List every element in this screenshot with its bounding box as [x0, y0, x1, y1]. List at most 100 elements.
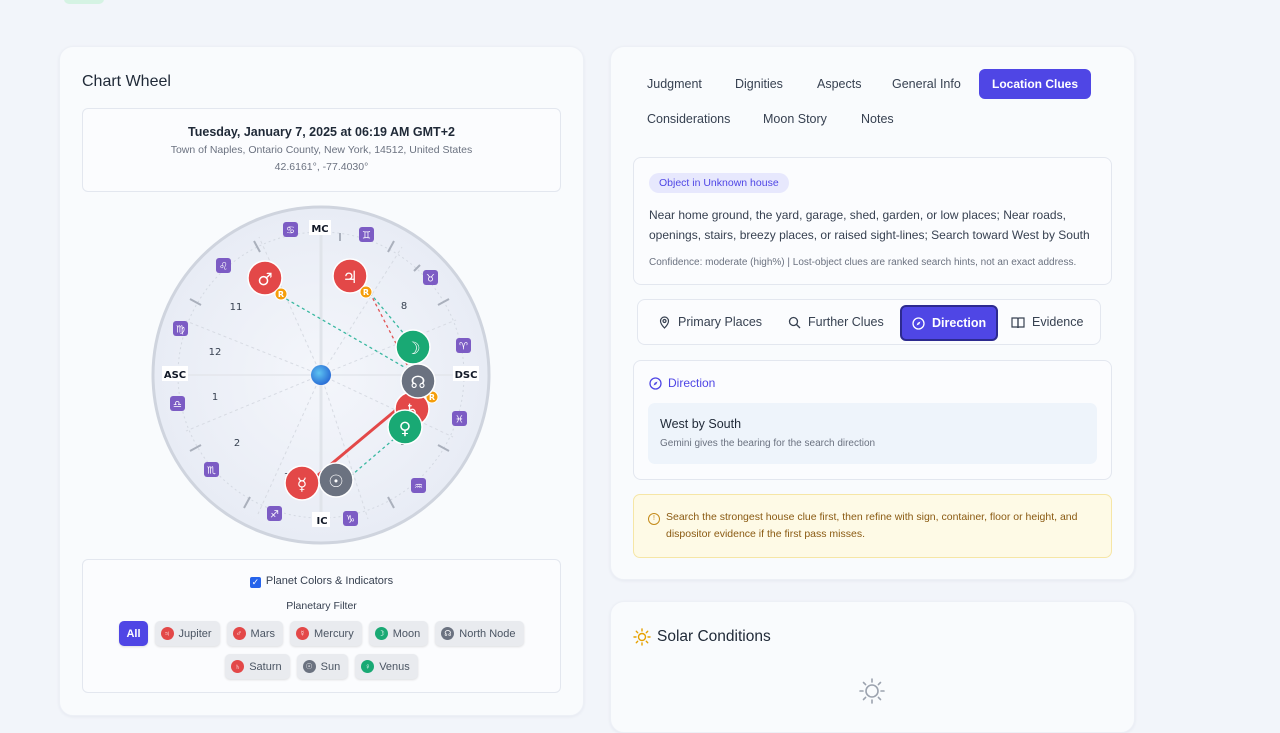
chip-label: Jupiter [178, 627, 212, 640]
svg-text:☉: ☉ [328, 472, 343, 492]
tab-notes[interactable]: Notes [861, 112, 894, 126]
tab-dignities[interactable]: Dignities [735, 77, 783, 91]
info-icon: ! [648, 513, 660, 525]
solar-title: Solar Conditions [657, 628, 771, 645]
chip-label: Sun [320, 660, 341, 673]
svg-text:♌: ♌ [219, 262, 228, 273]
retrograde-badge: R [363, 288, 369, 297]
moon-icon: ☽ [374, 627, 388, 640]
jupiter-icon: ♃ [160, 627, 174, 640]
direction-heading-label: Direction [668, 376, 716, 390]
mercury-icon: ☿ [296, 627, 309, 640]
filter-chip-sun[interactable]: ☉ Sun [296, 654, 349, 679]
filter-chip-all[interactable]: All [119, 621, 148, 646]
tab-considerations[interactable]: Considerations [647, 112, 731, 126]
chart-info-box: Tuesday, January 7, 2025 at 06:19 AM GMT… [82, 108, 561, 192]
planet-jupiter-icon[interactable]: ♃ R [332, 258, 373, 299]
chip-label: Saturn [249, 660, 282, 673]
retrograde-badge: R [429, 393, 435, 402]
subtab-label: Primary Places [678, 315, 763, 329]
filter-chip-mars[interactable]: ♂ Mars [226, 621, 283, 646]
svg-text:♎: ♎ [173, 400, 182, 411]
filter-title: Planetary Filter [286, 600, 357, 612]
tab-aspects[interactable]: Aspects [817, 77, 862, 91]
direction-result: West by South Gemini gives the bearing f… [648, 403, 1097, 464]
filter-chip-saturn[interactable]: ♄ Saturn [225, 654, 290, 679]
filter-chip-jupiter[interactable]: ♃ Jupiter [154, 621, 220, 646]
solar-conditions-card: Solar Conditions [610, 601, 1135, 733]
mc-label: MC [311, 224, 328, 235]
filter-chip-moon[interactable]: ☽ Moon [368, 621, 429, 646]
planet-sun-icon[interactable]: ☉ [318, 462, 354, 498]
svg-text:☊: ☊ [410, 373, 425, 393]
planet-mercury-icon[interactable]: ☿ [284, 465, 320, 501]
svg-text:♃: ♃ [342, 268, 357, 288]
checkbox-checked-icon[interactable]: ✓ [249, 577, 261, 588]
filter-chip-mercury[interactable]: ☿ Mercury [290, 621, 362, 646]
dsc-label: DSC [455, 370, 478, 381]
venus-icon: ♀ [361, 660, 375, 673]
planet-mars-icon[interactable]: ♂ R [247, 260, 288, 301]
search-icon [788, 316, 801, 328]
house-number: 12 [209, 347, 222, 358]
direction-value: West by South [660, 417, 742, 431]
tab-moon-story[interactable]: Moon Story [763, 112, 827, 126]
subtab-further-clues[interactable]: Further Clues [788, 304, 884, 340]
wheel-center [311, 365, 331, 385]
top-decoration [64, 0, 104, 4]
house-badge: Object in Unknown house [649, 173, 789, 193]
tab-location-clues[interactable]: Location Clues [979, 69, 1092, 99]
checkbox-label: Planet Colors & Indicators [265, 575, 394, 587]
house-number: 8 [401, 301, 407, 312]
chart-coords: 42.6161°, -77.4030° [274, 161, 369, 173]
hint-text: Search the strongest house clue first, t… [666, 511, 1078, 540]
sign-taurus-icon: ♉ [423, 270, 438, 285]
north-node-icon: ☊ [441, 627, 455, 640]
svg-text:♑: ♑ [346, 515, 355, 526]
svg-text:♊: ♊ [362, 231, 371, 242]
chart-date: Tuesday, January 7, 2025 at 06:19 AM GMT… [188, 125, 455, 139]
location-clue-box: Object in Unknown house Near home ground… [633, 157, 1112, 285]
svg-text:♓: ♓ [455, 415, 464, 426]
svg-text:♀: ♀ [399, 419, 411, 439]
chart-wheel[interactable]: 1 2 3 8 9 11 12 MC IC ASC DSC ♋ ♊ ♌ ♉ ♍ … [150, 205, 492, 547]
planet-north-node-icon[interactable]: ☊ [400, 363, 436, 399]
sign-aquarius-icon: ♒ [411, 478, 426, 493]
svg-text:♏: ♏ [207, 466, 216, 477]
chart-title: Chart Wheel [82, 73, 171, 90]
planet-moon-icon[interactable]: ☽ [395, 329, 431, 365]
svg-text:♍: ♍ [176, 325, 185, 336]
subtab-label: Direction [932, 316, 987, 330]
svg-text:♐: ♐ [270, 510, 279, 521]
subtab-primary-places[interactable]: Primary Places [658, 304, 762, 340]
saturn-icon: ♄ [231, 660, 245, 673]
planet-venus-icon[interactable]: ♀ [387, 409, 423, 445]
asc-label: ASC [164, 370, 186, 381]
tab-general-info[interactable]: General Info [892, 77, 961, 91]
filter-chips-row-1: All ♃ Jupiter ♂ Mars ☿ Mercury ☽ Moon ☊ North… [83, 621, 560, 646]
sign-virgo-icon: ♍ [173, 321, 188, 336]
filter-chip-venus[interactable]: ♀ Venus [355, 654, 418, 679]
subtab-label: Evidence [1032, 315, 1084, 329]
chip-label: North Node [459, 627, 516, 640]
book-icon [1011, 316, 1025, 328]
sign-libra-icon: ♎ [170, 396, 185, 411]
confidence-text: Confidence: moderate (high%) | Lost-obje… [649, 257, 1077, 268]
svg-text:♉: ♉ [426, 274, 435, 285]
sign-aries-icon: ♈ [456, 338, 471, 353]
planet-colors-toggle[interactable]: ✓ Planet Colors & Indicators [83, 575, 560, 588]
sign-capricorn-icon: ♑ [343, 511, 358, 526]
compass-icon [649, 376, 662, 390]
sign-gemini-icon: ♊ [359, 227, 374, 242]
tab-judgment[interactable]: Judgment [647, 77, 702, 91]
house-number: 1 [212, 392, 218, 403]
sun-icon [633, 628, 651, 646]
filter-chip-north-node[interactable]: ☊ North Node [435, 621, 524, 646]
subtab-evidence[interactable]: Evidence [1011, 304, 1083, 340]
sign-pisces-icon: ♓ [452, 411, 467, 426]
direction-heading: Direction [649, 376, 715, 390]
chip-label: All [126, 627, 141, 640]
svg-text:♈: ♈ [459, 342, 468, 353]
analysis-card: Judgment Dignities Aspects General Info … [610, 46, 1135, 580]
subtab-direction[interactable]: Direction [900, 305, 999, 341]
